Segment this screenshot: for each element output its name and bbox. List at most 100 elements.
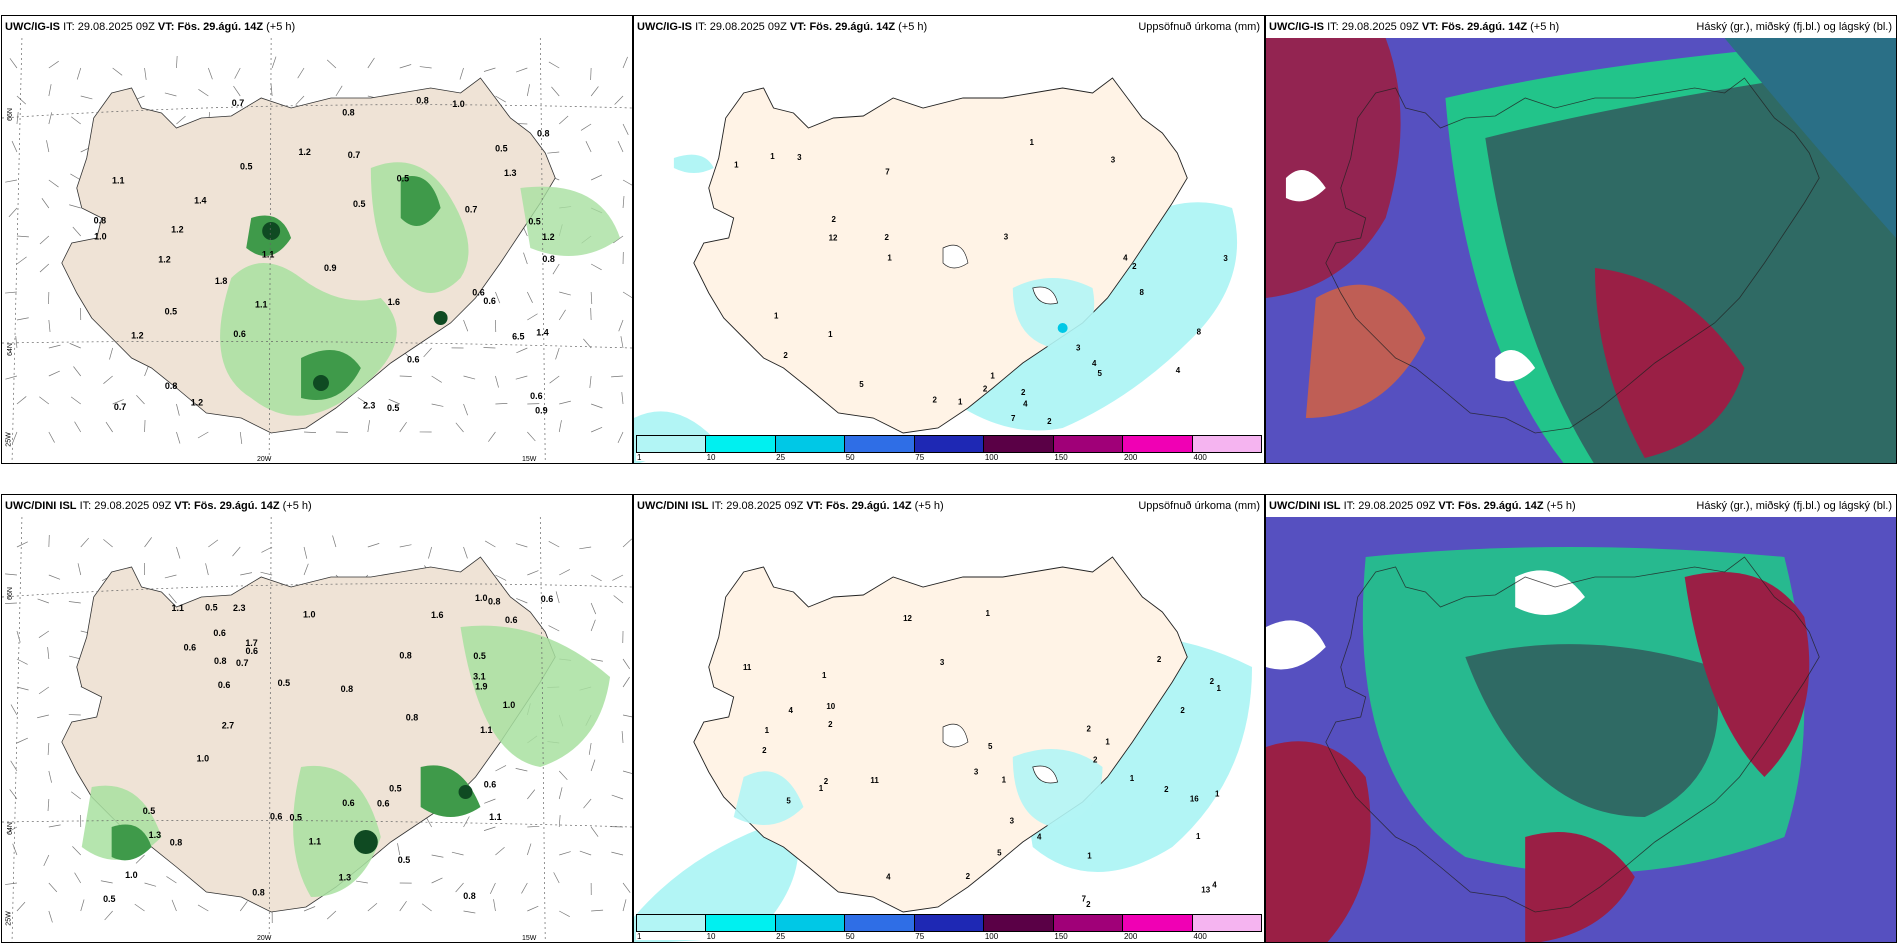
wind-barb <box>16 737 28 744</box>
value-label: 0.8 <box>252 887 264 897</box>
value-label: 1.2 <box>298 147 310 157</box>
value-label: 0.6 <box>233 329 245 339</box>
wind-barb <box>303 546 308 559</box>
wind-barb <box>233 85 241 97</box>
wind-barb <box>48 882 58 893</box>
wind-barb <box>621 731 624 744</box>
wind-barb <box>622 770 632 774</box>
value-label: 0.5 <box>240 162 252 172</box>
colorbar-cell <box>1192 915 1261 931</box>
wind-barb <box>332 535 337 548</box>
wind-map-svg: 0.50.50.51.21.11.41.10.86.50.51.40.60.70… <box>2 38 632 463</box>
colorbar-tick: 1 <box>637 932 642 941</box>
value-label: 1 <box>828 330 833 339</box>
wind-barb <box>617 431 624 444</box>
lead-time: (+5 h) <box>898 21 928 33</box>
coord-lon20: 20W <box>257 935 272 942</box>
wind-barb <box>526 843 532 856</box>
model-name: UWC/IG-IS <box>637 21 692 33</box>
value-label: 4 <box>886 872 891 881</box>
value-label: 0.6 <box>213 628 225 638</box>
map-area[interactable] <box>1266 38 1896 463</box>
map-area[interactable]: 0.8 0.6 0.6 0.6 0.5 1.3 1.0 0.8 0.5 0.5 0.6 0.8 1.0 0… <box>2 517 632 942</box>
value-label: 1.0 <box>452 99 464 109</box>
value-label: 1.4 <box>194 195 206 205</box>
wind-barb <box>164 92 177 97</box>
value-label: 16 <box>1190 795 1199 804</box>
cloud-map-svg <box>1266 38 1896 463</box>
colorbar-cell <box>775 915 846 931</box>
value-label: 1 <box>1105 737 1110 746</box>
wind-barb <box>622 899 627 912</box>
map-area[interactable]: 0.5 0.5 0.5 1.2 1.1 1.4 1.1 0.8 6.5 0.5 1.4 0.6 0.7 0… <box>2 38 632 463</box>
colorbar-tick: 200 <box>1123 453 1138 462</box>
wind-barb <box>558 309 566 321</box>
wind-barb <box>48 770 52 783</box>
wind-barb <box>463 546 468 559</box>
colorbar-tick: 400 <box>1193 453 1207 462</box>
value-label: 4 <box>789 706 794 715</box>
panel-header: UWC/DINI ISL IT: 29.08.2025 09Z VT: Fös.… <box>1266 495 1896 517</box>
value-label: 0.8 <box>416 96 428 106</box>
wind-barb <box>68 601 81 604</box>
value-label: 0.5 <box>205 603 217 613</box>
panel-header: UWC/IG-IS IT: 29.08.2025 09Z VT: Fös. 29… <box>634 16 1264 38</box>
wind-barb <box>47 742 50 755</box>
wind-barb <box>419 66 432 69</box>
wind-barb <box>164 574 177 579</box>
wind-barb <box>431 877 443 884</box>
value-label: 0.6 <box>483 296 495 306</box>
value-label: 0.9 <box>324 263 336 273</box>
wind-barb <box>527 291 533 303</box>
value-label: 0.6 <box>530 391 542 401</box>
value-label: 1 <box>1030 138 1035 147</box>
wind-barb <box>176 431 181 444</box>
wind-barb <box>621 392 624 405</box>
wind-barb <box>48 344 61 349</box>
wind-barb <box>9 58 18 69</box>
wind-barb <box>559 291 571 296</box>
vt-time: Fös. 29.ágú. 14Z <box>177 21 264 33</box>
wind-barb <box>428 546 432 559</box>
wind-barb <box>104 910 113 921</box>
vt-label: VT: <box>174 500 191 512</box>
vt-time: Fös. 29.ágú. 14Z <box>1457 500 1544 512</box>
precip-colorbar: 1 10 25 50 75 100 150 200 400 <box>636 435 1262 462</box>
wind-barb <box>47 647 50 660</box>
value-label: 0.8 <box>488 597 500 607</box>
value-label: 0.5 <box>528 217 540 227</box>
wind-barb <box>144 537 152 548</box>
wind-barb <box>197 904 209 912</box>
value-label: 1 <box>887 254 892 263</box>
value-label: 0.8 <box>94 216 106 226</box>
value-label: 5 <box>1098 369 1103 378</box>
precip-shading <box>220 162 621 416</box>
value-label: 4 <box>1212 880 1217 889</box>
value-label: 0.6 <box>541 594 553 604</box>
wind-barb <box>48 824 61 828</box>
map-area[interactable]: 2 1 3 1 3 2 2 1 4 2 1 4 1 2 3 4 4 5 8 2 3 8 12 1 2 5 1 7 7 2 1 3 <box>634 38 1264 463</box>
value-label: 0.7 <box>348 150 360 160</box>
value-label: 3 <box>1223 254 1228 263</box>
wind-barb <box>39 396 50 405</box>
coord-lon25: 25W <box>5 911 13 926</box>
value-label: 1.1 <box>112 175 124 185</box>
value-label: 0.7 <box>465 205 477 215</box>
wind-barb <box>579 850 592 856</box>
panel-header: UWC/IG-IS IT: 29.08.2025 09Z VT: Fös. 29… <box>1266 16 1896 38</box>
wind-barb <box>516 598 528 604</box>
wind-barb <box>37 714 49 719</box>
map-area[interactable]: 1 2 2 2 3 7 1 2 1 2 1 2 1 2 5 4 5 12 13 1 3 5 16 11 10 1 2 4 3 1 2 11 2 1… <box>634 517 1264 942</box>
value-label: 2.3 <box>233 603 245 613</box>
vt-time: Fös. 29.ágú. 14Z <box>1441 21 1528 33</box>
wind-barb <box>357 397 369 405</box>
wind-barb <box>76 67 82 80</box>
wind-values: 0.50.50.51.21.11.41.10.86.50.51.40.60.70… <box>94 96 555 416</box>
value-label: 1.3 <box>149 830 161 840</box>
value-label: 13 <box>1201 885 1210 894</box>
map-area[interactable] <box>1266 517 1896 942</box>
colorbar-cell <box>914 915 985 931</box>
value-label: 1 <box>819 784 824 793</box>
wind-barb <box>112 67 123 76</box>
colorbar-cell <box>1123 436 1193 452</box>
